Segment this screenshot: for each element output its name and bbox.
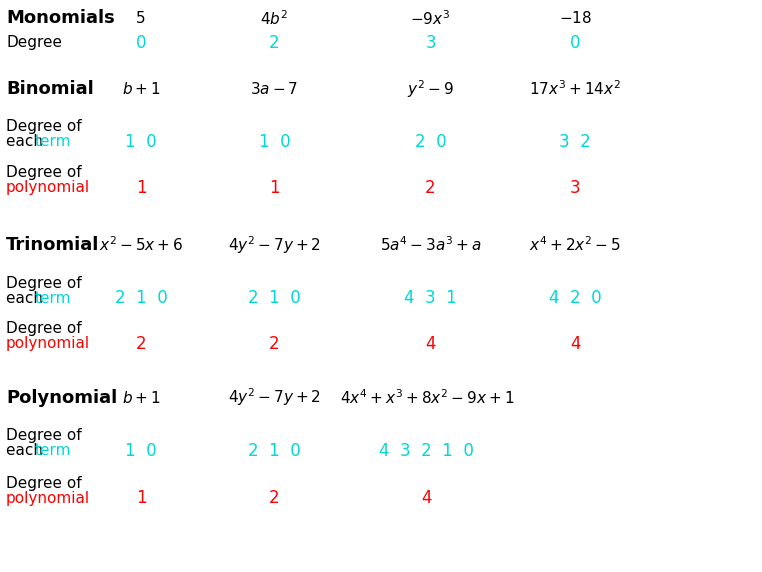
- Text: 4  3  2  1  0: 4 3 2 1 0: [379, 442, 474, 460]
- Text: 1: 1: [269, 178, 280, 197]
- Text: polynomial: polynomial: [6, 180, 90, 195]
- Text: 4: 4: [421, 489, 432, 507]
- Text: Degree of: Degree of: [6, 276, 82, 291]
- Text: $x^2 - 5x + 6$: $x^2 - 5x + 6$: [99, 236, 183, 254]
- Text: 2  0: 2 0: [415, 133, 447, 151]
- Text: 4: 4: [425, 335, 436, 353]
- Text: 5: 5: [136, 11, 146, 26]
- Text: each: each: [6, 291, 48, 305]
- Text: 2: 2: [269, 335, 280, 353]
- Text: 1  0: 1 0: [258, 133, 290, 151]
- Text: Degree: Degree: [6, 35, 62, 50]
- Text: 1  0: 1 0: [125, 442, 157, 460]
- Text: $-9x^3$: $-9x^3$: [411, 9, 450, 27]
- Text: term: term: [34, 443, 71, 458]
- Text: $17x^3 + 14x^2$: $17x^3 + 14x^2$: [530, 80, 621, 98]
- Text: 2: 2: [425, 178, 436, 197]
- Text: $y^2 - 9$: $y^2 - 9$: [407, 78, 454, 100]
- Text: Degree of: Degree of: [6, 476, 82, 491]
- Text: 4  3  1: 4 3 1: [404, 289, 457, 307]
- Text: term: term: [34, 134, 71, 149]
- Text: $4y^2 - 7y + 2$: $4y^2 - 7y + 2$: [228, 234, 321, 256]
- Text: $x^4 + 2x^2 - 5$: $x^4 + 2x^2 - 5$: [530, 236, 621, 254]
- Text: 1: 1: [136, 178, 146, 197]
- Text: 0: 0: [136, 34, 146, 52]
- Text: Polynomial: Polynomial: [6, 388, 117, 407]
- Text: 3: 3: [570, 178, 581, 197]
- Text: 4  2  0: 4 2 0: [549, 289, 602, 307]
- Text: 2  1  0: 2 1 0: [248, 289, 301, 307]
- Text: Trinomial: Trinomial: [6, 236, 100, 254]
- Text: polynomial: polynomial: [6, 336, 90, 351]
- Text: term: term: [34, 291, 71, 305]
- Text: 2: 2: [136, 335, 146, 353]
- Text: 1: 1: [136, 489, 146, 507]
- Text: $4x^4 + x^3 + 8x^2 - 9x + 1$: $4x^4 + x^3 + 8x^2 - 9x + 1$: [340, 388, 514, 407]
- Text: 2  1  0: 2 1 0: [248, 442, 301, 460]
- Text: $3a - 7$: $3a - 7$: [250, 81, 299, 97]
- Text: $b + 1$: $b + 1$: [122, 81, 160, 97]
- Text: 2: 2: [269, 489, 280, 507]
- Text: $-18$: $-18$: [559, 10, 592, 26]
- Text: $4b^2$: $4b^2$: [260, 9, 289, 27]
- Text: each: each: [6, 443, 48, 458]
- Text: 2: 2: [269, 34, 280, 52]
- Text: 2  1  0: 2 1 0: [114, 289, 168, 307]
- Text: Degree of: Degree of: [6, 428, 82, 443]
- Text: polynomial: polynomial: [6, 491, 90, 506]
- Text: $5a^4 - 3a^3 + a$: $5a^4 - 3a^3 + a$: [379, 236, 482, 254]
- Text: 1  0: 1 0: [125, 133, 157, 151]
- Text: Degree of: Degree of: [6, 120, 82, 134]
- Text: Monomials: Monomials: [6, 9, 115, 27]
- Text: 3  2: 3 2: [559, 133, 591, 151]
- Text: Binomial: Binomial: [6, 80, 94, 98]
- Text: 3: 3: [425, 34, 436, 52]
- Text: Degree of: Degree of: [6, 165, 82, 180]
- Text: 0: 0: [570, 34, 581, 52]
- Text: 4: 4: [570, 335, 581, 353]
- Text: each: each: [6, 134, 48, 149]
- Text: $4y^2 - 7y + 2$: $4y^2 - 7y + 2$: [228, 387, 321, 408]
- Text: $b + 1$: $b + 1$: [122, 390, 160, 406]
- Text: Degree of: Degree of: [6, 321, 82, 336]
